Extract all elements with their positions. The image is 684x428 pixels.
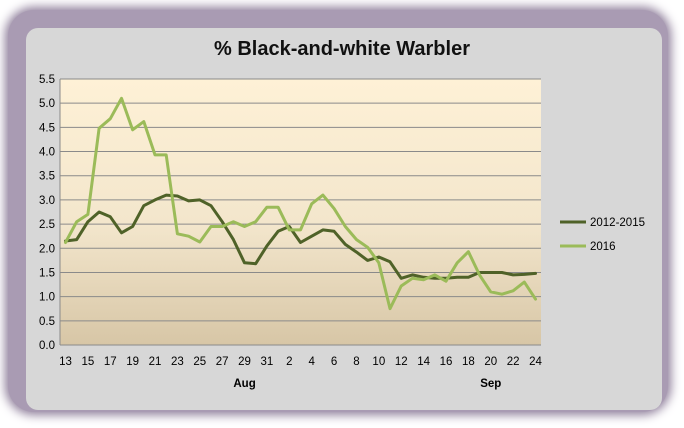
- legend-label: 2016: [590, 241, 616, 253]
- x-tick-label: 2: [286, 356, 292, 368]
- x-tick-label: 13: [59, 356, 72, 368]
- y-tick-label: 4.5: [39, 122, 55, 134]
- x-tick-label: 18: [462, 356, 475, 368]
- y-tick-label: 2.5: [39, 219, 55, 231]
- x-tick-label: 20: [484, 356, 497, 368]
- x-tick-label: 21: [149, 356, 162, 368]
- gridlines: [59, 78, 541, 346]
- x-axis-ticks: 13 15 17 19 21 23 25 27 29 31 2 4 6 8 10 12 14 16 18 20 22 24: [59, 356, 542, 368]
- x-tick-label: 4: [308, 356, 315, 368]
- x-tick-label: 31: [261, 356, 274, 368]
- y-tick-label: 1.0: [39, 292, 55, 304]
- chart-title: % Black-and-white Warbler: [214, 38, 470, 60]
- x-tick-label: 24: [529, 356, 542, 368]
- y-tick-label: 5.5: [39, 74, 55, 86]
- x-tick-label: 25: [193, 356, 206, 368]
- month-label: Aug: [233, 378, 255, 390]
- x-tick-label: 12: [395, 356, 408, 368]
- series-lines: [64, 96, 537, 311]
- x-tick-label: 29: [238, 356, 251, 368]
- series-line-1: [64, 96, 537, 311]
- x-tick-label: 27: [216, 356, 229, 368]
- legend-label: 2012-2015: [590, 217, 645, 229]
- y-tick-label: 5.0: [39, 98, 55, 110]
- y-tick-label: 0.5: [39, 316, 55, 328]
- x-tick-label: 15: [81, 356, 94, 368]
- y-tick-label: 0.0: [39, 340, 55, 352]
- x-tick-label: 19: [126, 356, 139, 368]
- y-tick-label: 2.0: [39, 243, 55, 255]
- y-tick-label: 4.0: [39, 147, 55, 159]
- x-tick-label: 16: [440, 356, 453, 368]
- month-label: Sep: [480, 378, 501, 390]
- x-tick-label: 8: [353, 356, 359, 368]
- y-axis-ticks: 0.0 0.5 1.0 1.5 2.0 2.5 3.0 3.5 4.0 4.5 5.0 5.5: [39, 74, 55, 352]
- legend: 2012-2015 2016: [560, 217, 645, 253]
- y-tick-label: 1.5: [39, 267, 55, 279]
- x-tick-label: 23: [171, 356, 184, 368]
- month-labels: Aug Sep: [233, 378, 501, 390]
- series-line-0: [64, 193, 537, 280]
- x-tick-label: 17: [104, 356, 117, 368]
- y-tick-label: 3.0: [39, 195, 55, 207]
- x-tick-label: 22: [507, 356, 520, 368]
- x-tick-label: 10: [372, 356, 385, 368]
- plot-area: [60, 79, 541, 345]
- x-tick-label: 6: [331, 356, 337, 368]
- x-tick-label: 14: [417, 356, 430, 368]
- y-tick-label: 3.5: [39, 171, 55, 183]
